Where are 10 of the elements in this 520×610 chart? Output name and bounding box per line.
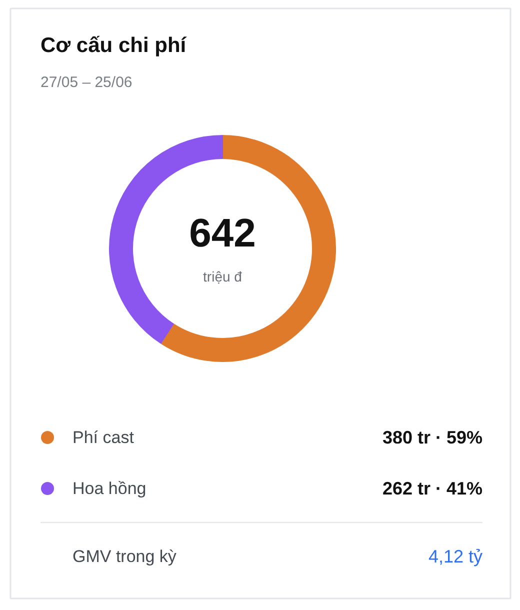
legend-label: Phí cast (72, 428, 134, 447)
text: GMV trong kỳ (72, 547, 177, 566)
text: 4,12 tỷ (428, 546, 483, 566)
text: 642 (189, 212, 256, 256)
legend-label: Hoa hồng (72, 479, 146, 498)
data-label: 262 tr · 41% (382, 478, 483, 498)
text: triệu đ (203, 268, 242, 284)
chart-subtitle: 27/05 – 25/06 (40, 74, 132, 91)
chart-title: Cơ cấu chi phí (40, 34, 188, 57)
data-label: 380 tr · 59% (382, 428, 483, 448)
